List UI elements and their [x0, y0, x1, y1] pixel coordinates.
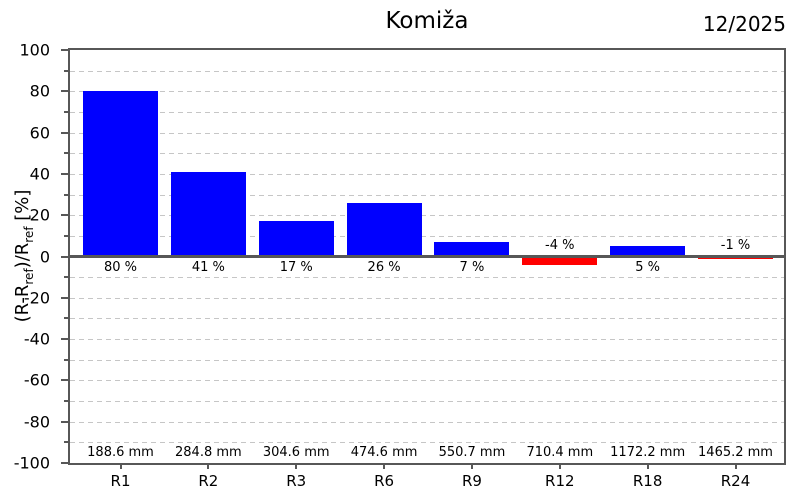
- y-tick-label: 40: [29, 164, 50, 184]
- grid-line: [70, 380, 784, 382]
- bar-value-label: 7 %: [459, 259, 485, 275]
- grid-line: [70, 111, 784, 113]
- y-tick-label: -20: [23, 288, 50, 308]
- bar: [434, 242, 510, 257]
- grid-line: [70, 194, 784, 196]
- x-tick: [558, 465, 561, 469]
- y-tick: [64, 152, 68, 155]
- grid-line: [70, 91, 784, 93]
- period-label: 12/2025: [702, 12, 786, 36]
- y-tick: [61, 379, 68, 382]
- x-tick: [207, 465, 210, 469]
- reference-total-label: 304.6 mm: [262, 445, 330, 460]
- x-tick: [119, 465, 122, 469]
- grid-line: [70, 132, 784, 134]
- y-tick-labels: 100 80 60 40 20 0 -20 -40 -60 -80 -100: [0, 41, 60, 473]
- y-tick: [64, 110, 68, 113]
- y-tick: [64, 441, 68, 444]
- y-axis-ticks: [61, 49, 68, 464]
- y-tick: [64, 69, 68, 72]
- bar: [346, 202, 422, 257]
- bar: [258, 221, 334, 257]
- y-tick: [64, 193, 68, 196]
- x-axis: R1 R2 R3 R6 R9 R12 R18 R24: [70, 465, 784, 495]
- y-tick-label: -40: [23, 329, 50, 349]
- grid-line: [70, 235, 784, 237]
- reference-total-label: 1172.2 mm: [610, 445, 686, 460]
- y-tick: [61, 420, 68, 423]
- grid-line: [70, 153, 784, 155]
- reference-total-label: 710.4 mm: [526, 445, 594, 460]
- x-tick-label: R18: [632, 472, 663, 490]
- bar-value-label: -1 %: [720, 237, 751, 253]
- x-tick-label: R12: [545, 472, 575, 490]
- y-tick: [61, 172, 68, 175]
- plot-area: 80 % 188.6 mm 41 % 284.8 mm 17 % 304.6 mm 26 %…: [68, 48, 786, 465]
- bar-value-label: 26 %: [367, 259, 401, 275]
- x-tick: [646, 465, 649, 469]
- reference-total-label: 284.8 mm: [175, 445, 242, 460]
- reference-total-label: 550.7 mm: [438, 445, 506, 460]
- x-tick: [295, 465, 298, 469]
- x-tick: [383, 465, 386, 469]
- bar-value-label: 80 %: [103, 259, 138, 275]
- bar-value-label: 41 %: [191, 259, 225, 275]
- zero-line: [70, 255, 784, 258]
- y-tick: [61, 131, 68, 134]
- x-tick: [470, 465, 473, 469]
- reference-total-label: 1465.2 mm: [698, 445, 773, 460]
- grid-line: [70, 318, 784, 320]
- bar-value-label: -4 %: [545, 237, 575, 253]
- y-tick: [64, 276, 68, 279]
- y-tick: [61, 296, 68, 299]
- x-tick-label: R3: [286, 472, 307, 490]
- x-tick-label: R1: [110, 472, 131, 490]
- x-tick-label: R9: [461, 472, 482, 490]
- grid-line: [70, 339, 784, 341]
- y-tick-label: -80: [23, 412, 50, 432]
- y-tick-label: 20: [29, 205, 50, 225]
- bar: [522, 256, 598, 265]
- y-tick: [64, 317, 68, 320]
- grid-line: [70, 401, 784, 403]
- bar: [170, 171, 246, 257]
- grid-line: [70, 359, 784, 361]
- y-tick: [64, 400, 68, 403]
- y-tick-label: -100: [13, 453, 50, 473]
- y-tick: [61, 338, 68, 341]
- bar-value-label: 17 %: [279, 259, 313, 275]
- x-tick-label: R2: [198, 472, 219, 490]
- y-tick-label: 60: [29, 123, 50, 143]
- chart-title: Komiža: [385, 8, 469, 34]
- y-tick: [61, 255, 68, 258]
- reference-total-label: 474.6 mm: [350, 445, 418, 460]
- y-tick: [61, 90, 68, 93]
- y-tick: [61, 49, 68, 51]
- x-tick-label: R24: [720, 472, 751, 490]
- grid-line: [70, 173, 784, 175]
- grid-line: [70, 215, 784, 217]
- bar: [83, 91, 158, 257]
- bar: [610, 246, 686, 257]
- x-tick-label: R6: [374, 472, 395, 490]
- grid-line: [70, 442, 784, 444]
- y-tick: [61, 214, 68, 217]
- reference-total-label: 188.6 mm: [87, 445, 154, 460]
- grid-line: [70, 70, 784, 72]
- grid-line: [70, 421, 784, 423]
- y-tick-label: 80: [29, 81, 50, 101]
- grid-line: [70, 297, 784, 299]
- y-tick: [64, 358, 68, 361]
- y-tick-label: 0: [39, 247, 50, 266]
- y-tick-label: 100: [19, 40, 50, 60]
- bar-value-label: 5 %: [635, 259, 661, 275]
- grid-line: [70, 277, 784, 279]
- x-tick: [734, 465, 737, 469]
- y-tick: [64, 234, 68, 237]
- y-tick-label: -60: [23, 370, 50, 390]
- y-tick: [61, 462, 68, 464]
